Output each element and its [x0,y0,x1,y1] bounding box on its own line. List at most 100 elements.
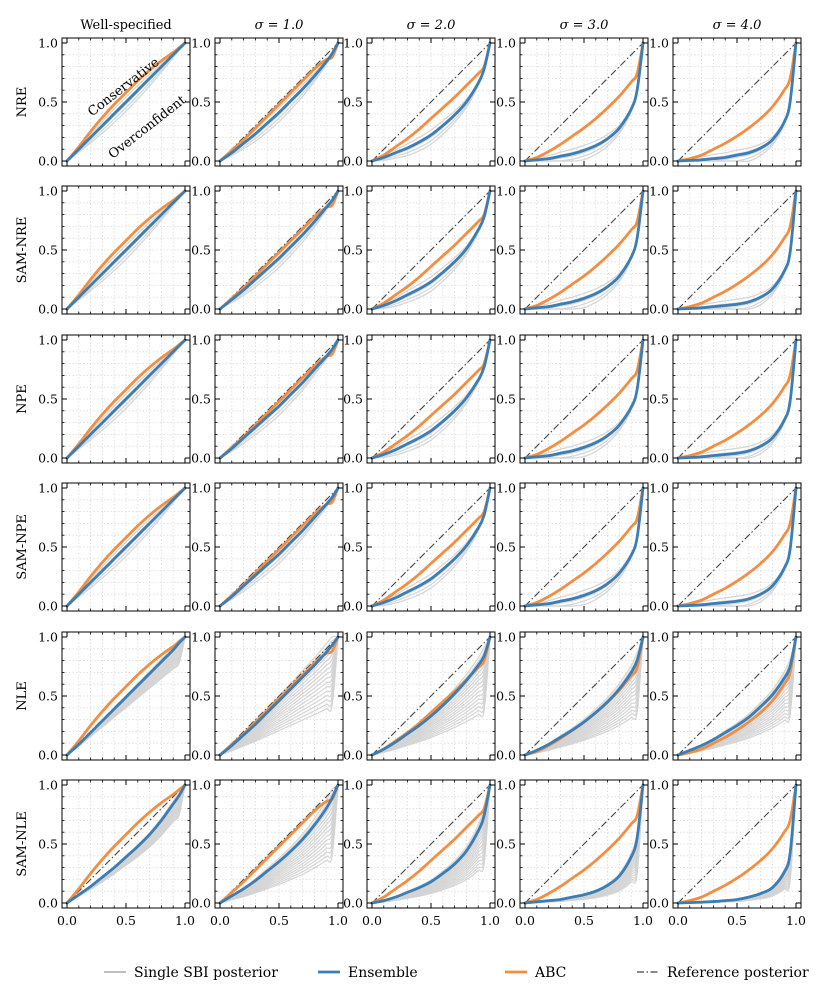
ensemble-line [676,783,798,905]
y-tick-label: 0.5 [191,837,211,852]
y-tick-label: 0.5 [496,837,516,852]
reference-line [677,42,797,162]
y-tick-label: 0.0 [38,302,58,317]
ensemble-line [523,635,645,757]
y-tick-label: 0.5 [343,95,363,110]
panel: 0.0 0.5 1.0 [649,36,802,169]
reference-line [66,784,186,904]
column-title: σ = 1.0 [255,18,304,33]
x-tick-label: 0.5 [116,913,136,928]
ensemble-line [65,635,187,757]
y-tick-label: 0.5 [38,95,58,110]
ensemble-line [218,41,340,163]
single-posterior-line [219,636,339,756]
y-tick-label: 1.0 [496,184,516,199]
y-tick-label: 0.0 [649,154,669,169]
ensemble-line [218,338,340,460]
abc-line [370,338,492,460]
y-tick-label: 0.5 [343,243,363,258]
y-tick-label: 0.0 [343,154,363,169]
reference-line [524,636,644,756]
ensemble-line [523,189,645,311]
single-posterior-line [219,636,339,756]
panel: 0.0 0.5 1.0 [343,333,496,466]
ensemble-line [65,189,187,311]
y-tick-label: 1.0 [649,481,669,496]
reference-line [219,190,339,310]
panel: 0.0 0.5 1.0 0.0 0.5 1.0 [191,778,348,929]
abc-line [523,783,645,905]
y-tick-label: 0.0 [191,451,211,466]
abc-line [218,783,340,905]
single-posterior-line [219,636,339,756]
reference-line [219,339,339,459]
panel: 0.0 0.5 1.0 0.0 0.5 1.0 [343,778,500,929]
y-tick-label: 0.0 [191,154,211,169]
single-posterior-line [219,636,339,756]
ensemble-line [523,486,645,608]
reference-line [371,487,491,607]
y-tick-label: 1.0 [38,778,58,793]
y-tick-label: 0.5 [649,392,669,407]
x-tick-label: 0.5 [574,913,594,928]
y-tick-label: 0.0 [191,302,211,317]
panel: 0.0 0.5 1.0 0.0 0.5 1.0 [496,778,653,929]
ensemble-line [370,635,492,757]
panel: 0.0 0.5 1.0 [38,333,191,466]
y-tick-label: 0.5 [496,392,516,407]
single-posterior-line [66,487,186,607]
panel: 0.0 0.5 1.0 [649,333,802,466]
ensemble-line [676,41,798,163]
y-tick-label: 0.5 [343,837,363,852]
ensemble-line [370,41,492,163]
abc-line [676,635,798,757]
y-tick-label: 0.5 [649,243,669,258]
abc-line [65,486,187,608]
y-tick-label: 0.5 [38,689,58,704]
y-tick-label: 0.0 [496,302,516,317]
y-tick-label: 0.5 [191,540,211,555]
x-tick-label: 0.0 [668,913,688,928]
y-tick-label: 0.0 [343,302,363,317]
y-tick-label: 1.0 [191,778,211,793]
y-tick-label: 0.5 [191,392,211,407]
panel: 0.0 0.5 1.0 [649,630,802,763]
abc-line [370,41,492,163]
reference-line [219,784,339,904]
legend-label: Reference posterior [667,965,809,981]
ensemble-line [523,338,645,460]
y-tick-label: 0.5 [496,243,516,258]
reference-line [677,784,797,904]
single-posterior-line [219,636,339,756]
x-tick-label: 1.0 [175,913,195,928]
panel: 0.0 0.5 1.0 [191,481,344,614]
y-tick-label: 0.5 [191,689,211,704]
y-tick-label: 0.0 [38,154,58,169]
panel: 0.0 0.5 1.0 [191,184,344,317]
y-tick-label: 0.0 [38,599,58,614]
single-posterior-line [66,42,186,162]
y-tick-label: 1.0 [496,333,516,348]
abc-line [370,189,492,311]
y-tick-label: 0.0 [649,599,669,614]
y-tick-label: 1.0 [649,630,669,645]
y-tick-label: 0.0 [343,748,363,763]
y-tick-label: 1.0 [191,36,211,51]
y-tick-label: 0.5 [38,392,58,407]
y-tick-label: 1.0 [38,481,58,496]
abc-line [676,338,798,460]
x-tick-label: 1.0 [633,913,653,928]
y-tick-label: 0.5 [38,243,58,258]
row-labels: NRE SAM-NRE NPE SAM-NPE NLE SAM-NLE [15,87,30,877]
ensemble-line [370,189,492,311]
single-posterior-line [677,636,797,756]
abc-line [523,486,645,608]
reference-line [371,42,491,162]
y-tick-label: 0.5 [496,95,516,110]
reference-line [677,339,797,459]
reference-line [677,190,797,310]
ensemble-line [676,189,798,311]
reference-line [219,636,339,756]
x-tick-label: 0.5 [421,913,441,928]
y-tick-label: 0.0 [38,896,58,911]
